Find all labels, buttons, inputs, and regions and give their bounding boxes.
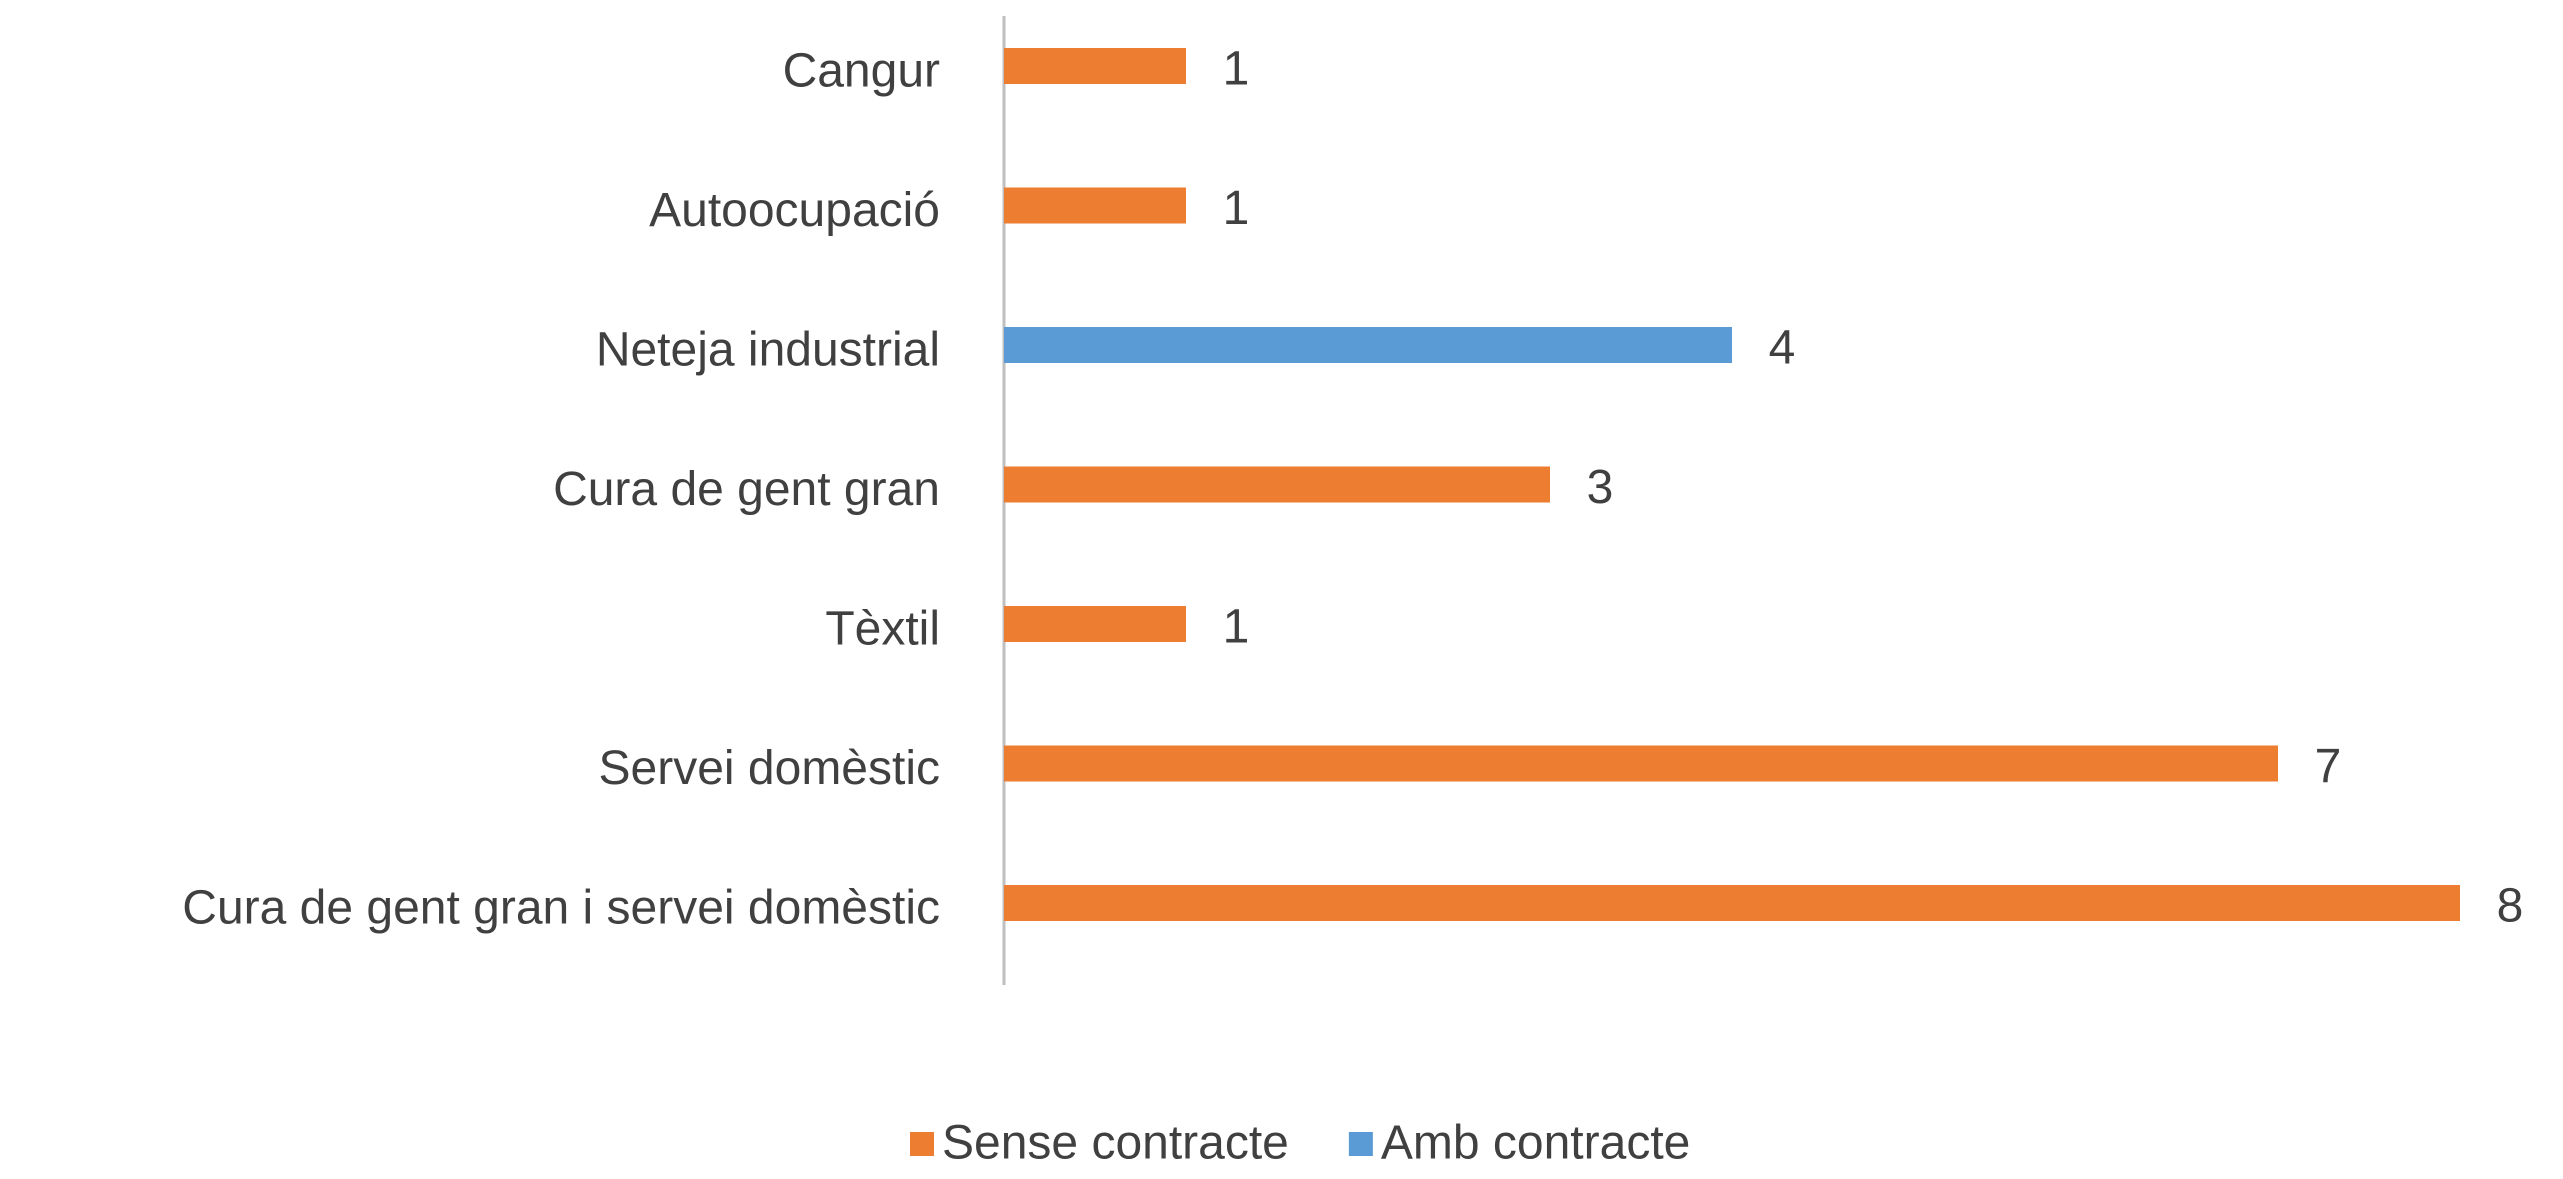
bar bbox=[1004, 466, 1550, 503]
data-label: 8 bbox=[2497, 880, 2524, 933]
data-label: 7 bbox=[2315, 740, 2342, 793]
bar bbox=[1004, 48, 1186, 84]
legend-label: Amb contracte bbox=[1381, 1117, 1690, 1170]
bar bbox=[1004, 187, 1186, 224]
data-label: 1 bbox=[1223, 182, 1250, 235]
bar bbox=[1004, 745, 2278, 782]
data-label: 4 bbox=[1769, 322, 1796, 375]
y-tick-label: Cura de gent gran i servei domèstic bbox=[182, 882, 940, 935]
y-tick-label: Autoocupació bbox=[649, 184, 940, 237]
bar bbox=[1004, 606, 1186, 642]
y-tick-label: Cura de gent gran bbox=[553, 463, 940, 516]
y-tick-label: Neteja industrial bbox=[596, 324, 940, 377]
legend-swatch bbox=[1348, 1132, 1373, 1156]
data-label: 1 bbox=[1223, 601, 1250, 654]
bar bbox=[1004, 327, 1732, 363]
legend-swatch bbox=[910, 1132, 934, 1156]
legend-label: Sense contracte bbox=[942, 1117, 1289, 1170]
y-tick-label: Servei domèstic bbox=[599, 742, 940, 795]
y-tick-label: Cangur bbox=[783, 45, 940, 98]
bar bbox=[1004, 885, 2460, 921]
data-label: 3 bbox=[1587, 461, 1614, 514]
data-label: 1 bbox=[1223, 43, 1250, 96]
y-tick-label: Tèxtil bbox=[825, 603, 940, 656]
